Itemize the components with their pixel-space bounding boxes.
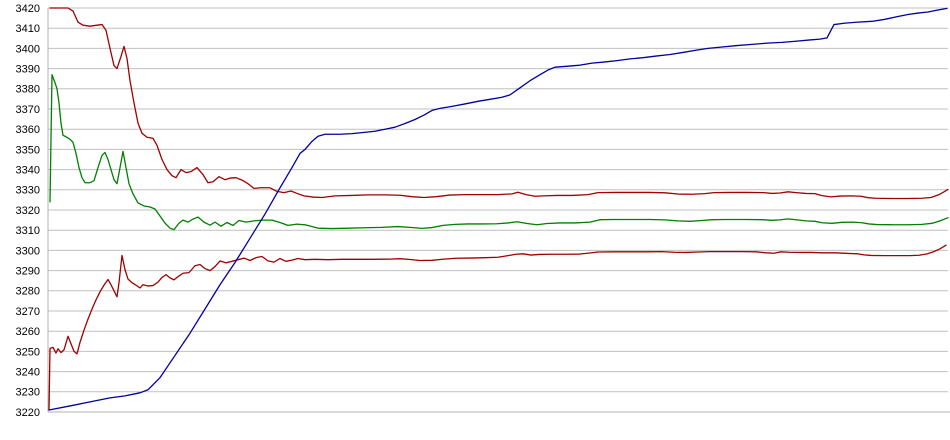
- series-green-line: [49, 74, 949, 231]
- y-axis-tick-label: 3350: [16, 144, 40, 156]
- y-axis-tick-label: 3370: [16, 104, 40, 116]
- y-axis-tick-label: 3290: [16, 265, 40, 277]
- y-axis-tick-label: 3410: [16, 23, 40, 35]
- y-axis-tick-label: 3220: [16, 407, 40, 419]
- y-axis-tick-label: 3230: [16, 387, 40, 399]
- y-axis-tick-label: 3380: [16, 84, 40, 96]
- series-red-upper-line: [49, 7, 949, 200]
- y-axis-tick-label: 3360: [16, 124, 40, 136]
- y-axis-tick-label: 3400: [16, 43, 40, 55]
- y-axis-tick-label: 3260: [16, 326, 40, 338]
- y-axis-tick-label: 3250: [16, 346, 40, 358]
- y-axis-tick-label: 3280: [16, 286, 40, 298]
- series-blue-line: [48, 7, 948, 411]
- series-red-lower-line: [48, 244, 947, 411]
- y-axis-tick-label: 3310: [16, 225, 40, 237]
- y-axis-tick-label: 3270: [16, 306, 40, 318]
- y-axis-tick-label: 3330: [16, 185, 40, 197]
- y-axis-tick-label: 3390: [16, 63, 40, 75]
- y-axis-tick-label: 3340: [16, 164, 40, 176]
- y-axis-tick-label: 3320: [16, 205, 40, 217]
- y-axis-tick-label: 3300: [16, 245, 40, 257]
- y-axis-tick-label: 3420: [16, 3, 40, 15]
- y-axis-tick-label: 3240: [16, 366, 40, 378]
